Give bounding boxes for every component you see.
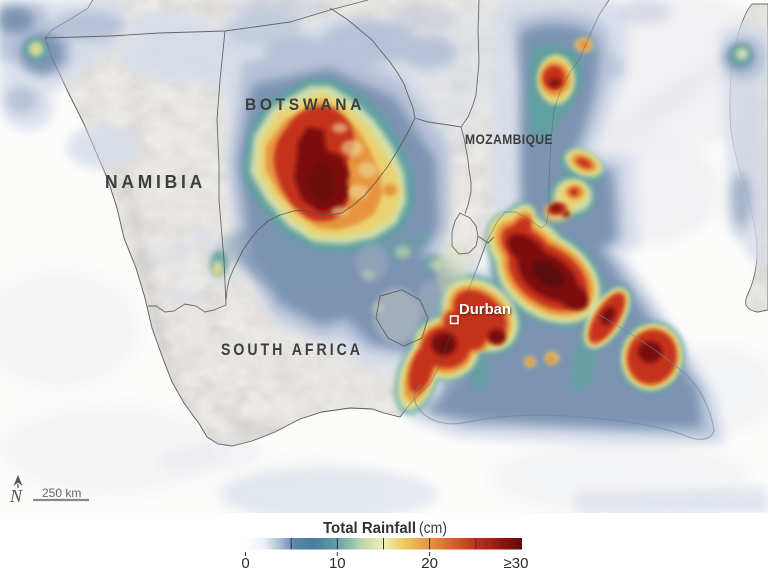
svg-text:Durban: Durban bbox=[459, 301, 511, 318]
svg-text:N: N bbox=[9, 486, 23, 506]
svg-text:BOTSWANA: BOTSWANA bbox=[245, 95, 365, 114]
svg-text:≥30: ≥30 bbox=[504, 555, 529, 572]
svg-text:NAMIBIA: NAMIBIA bbox=[105, 171, 206, 192]
svg-text:(cm): (cm) bbox=[419, 520, 447, 537]
svg-text:MOZAMBIQUE: MOZAMBIQUE bbox=[465, 131, 553, 147]
svg-text:SOUTH AFRICA: SOUTH AFRICA bbox=[221, 340, 363, 359]
svg-text:Durban: Durban bbox=[460, 302, 512, 319]
svg-text:20: 20 bbox=[421, 555, 438, 572]
svg-text:250 km: 250 km bbox=[42, 486, 81, 500]
svg-text:Total Rainfall: Total Rainfall bbox=[323, 520, 416, 537]
svg-text:10: 10 bbox=[329, 555, 346, 572]
svg-text:0: 0 bbox=[241, 555, 249, 572]
